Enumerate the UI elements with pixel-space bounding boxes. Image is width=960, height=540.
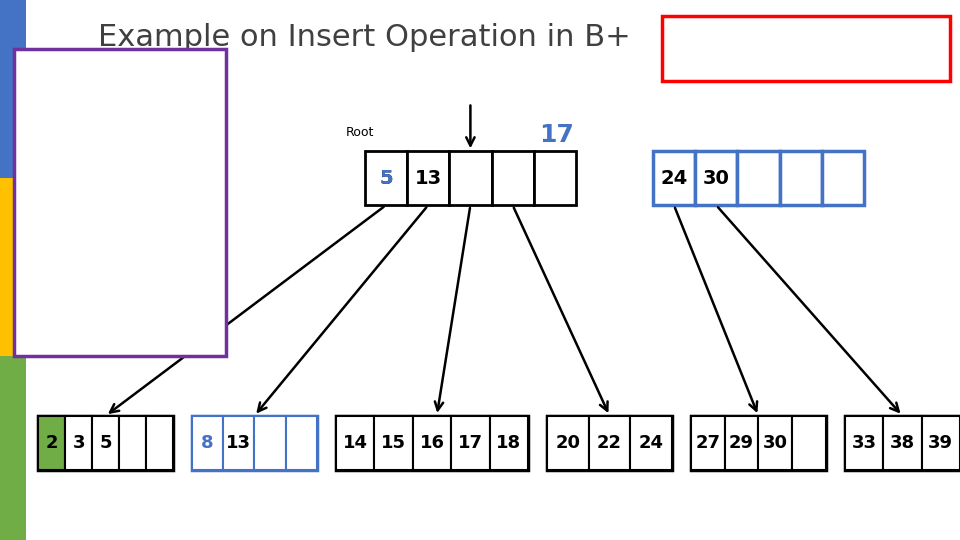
FancyBboxPatch shape: [14, 49, 226, 356]
Text: 15: 15: [381, 434, 406, 452]
Text: 29: 29: [729, 434, 755, 452]
FancyBboxPatch shape: [653, 151, 695, 205]
Text: 3: 3: [72, 434, 85, 452]
FancyBboxPatch shape: [0, 356, 26, 540]
Text: 2: 2: [45, 434, 59, 452]
FancyBboxPatch shape: [192, 416, 317, 470]
Text: Example on Insert Operation in B+: Example on Insert Operation in B+: [99, 23, 631, 52]
FancyBboxPatch shape: [65, 416, 92, 470]
FancyBboxPatch shape: [119, 416, 146, 470]
FancyBboxPatch shape: [286, 416, 317, 470]
Text: 24: 24: [638, 434, 663, 452]
FancyBboxPatch shape: [725, 416, 758, 470]
Text: 39: 39: [928, 434, 953, 452]
FancyBboxPatch shape: [192, 416, 223, 470]
FancyBboxPatch shape: [38, 416, 173, 470]
Text: 38: 38: [890, 434, 915, 452]
Text: 22: 22: [597, 434, 622, 452]
FancyBboxPatch shape: [223, 416, 254, 470]
FancyBboxPatch shape: [691, 416, 725, 470]
FancyBboxPatch shape: [490, 416, 528, 470]
FancyBboxPatch shape: [547, 416, 588, 470]
Text: 13: 13: [227, 434, 252, 452]
FancyBboxPatch shape: [38, 416, 65, 470]
FancyBboxPatch shape: [407, 151, 449, 205]
Text: Split along
the Median
(17);
Send Median
a level
above;
New root!: Split along the Median (17); Send Median…: [60, 131, 180, 274]
FancyBboxPatch shape: [792, 416, 826, 470]
Text: 33: 33: [852, 434, 876, 452]
FancyBboxPatch shape: [92, 416, 119, 470]
FancyBboxPatch shape: [845, 416, 960, 470]
FancyBboxPatch shape: [922, 416, 960, 470]
Text: 20: 20: [556, 434, 581, 452]
FancyBboxPatch shape: [588, 416, 631, 470]
FancyBboxPatch shape: [845, 416, 883, 470]
Text: 18: 18: [496, 434, 521, 452]
FancyBboxPatch shape: [254, 416, 286, 470]
FancyBboxPatch shape: [883, 416, 922, 470]
Text: 8: 8: [202, 434, 214, 452]
FancyBboxPatch shape: [547, 416, 672, 470]
FancyBboxPatch shape: [534, 151, 576, 205]
Text: Insert 8; Order=5: Insert 8; Order=5: [709, 39, 903, 58]
Text: 13: 13: [415, 168, 442, 188]
FancyBboxPatch shape: [780, 151, 822, 205]
FancyBboxPatch shape: [662, 16, 950, 81]
FancyBboxPatch shape: [336, 416, 374, 470]
Text: 30: 30: [762, 434, 788, 452]
FancyBboxPatch shape: [695, 151, 737, 205]
FancyBboxPatch shape: [737, 151, 780, 205]
FancyBboxPatch shape: [146, 416, 173, 470]
Text: Root: Root: [346, 126, 374, 139]
FancyBboxPatch shape: [758, 416, 792, 470]
FancyBboxPatch shape: [449, 151, 492, 205]
FancyBboxPatch shape: [336, 416, 528, 470]
FancyBboxPatch shape: [0, 178, 26, 356]
Text: 17: 17: [540, 123, 574, 147]
Text: 14: 14: [343, 434, 368, 452]
FancyBboxPatch shape: [631, 416, 672, 470]
FancyBboxPatch shape: [413, 416, 451, 470]
Text: 27: 27: [695, 434, 721, 452]
Text: 5: 5: [379, 168, 393, 188]
FancyBboxPatch shape: [374, 416, 413, 470]
FancyBboxPatch shape: [492, 151, 534, 205]
FancyBboxPatch shape: [822, 151, 864, 205]
FancyBboxPatch shape: [691, 416, 826, 470]
Text: 5: 5: [379, 168, 393, 188]
Text: 30: 30: [703, 168, 730, 188]
FancyBboxPatch shape: [451, 416, 490, 470]
Text: 16: 16: [420, 434, 444, 452]
FancyBboxPatch shape: [0, 0, 26, 178]
Text: 17: 17: [458, 434, 483, 452]
FancyBboxPatch shape: [365, 151, 407, 205]
Text: 5: 5: [99, 434, 112, 452]
Text: 24: 24: [660, 168, 687, 188]
